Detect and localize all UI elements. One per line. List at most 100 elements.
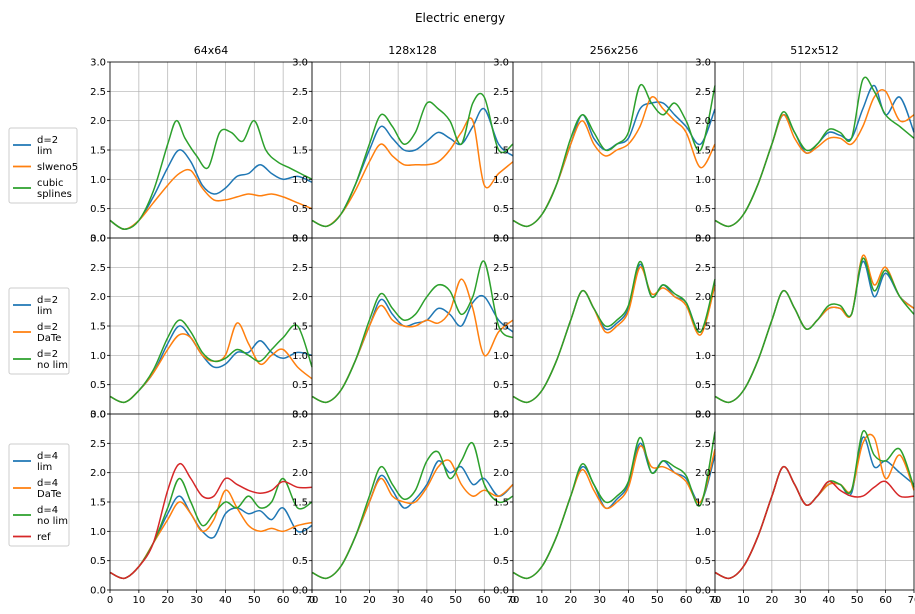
y-tick-label: 1.5: [493, 146, 509, 157]
x-tick-label: 20: [161, 595, 174, 606]
x-tick-label: 40: [420, 595, 433, 606]
y-tick-label: 0.5: [493, 204, 509, 215]
y-tick-label: 2.5: [695, 87, 711, 98]
series-line: [311, 441, 514, 580]
subplot-r2-c1: 0.0 0.5 1.0 1.5 2.0 2.5 3.0: [90, 234, 313, 421]
x-tick-label: 60: [277, 595, 290, 606]
series-line: [714, 84, 915, 228]
y-tick-label: 1.0: [292, 351, 308, 362]
y-tick-label: 3.0: [90, 234, 106, 245]
y-tick-label: 3.0: [695, 58, 711, 69]
series-line: [714, 76, 915, 228]
y-tick-label: 0.0: [695, 586, 711, 597]
y-tick-label: 0.5: [695, 380, 711, 391]
column-title: 512x512: [790, 44, 839, 57]
y-tick-label: 2.0: [90, 292, 106, 303]
y-tick-label: 1.0: [493, 175, 509, 186]
y-tick-label: 3.0: [493, 410, 509, 421]
legend-row-3: d=4 lim d=4 DaTe d=4 no lim ref: [8, 443, 70, 547]
series-line: [512, 260, 716, 404]
x-tick-label: 40: [219, 595, 232, 606]
y-tick-label: 0.5: [292, 556, 308, 567]
series-line: [311, 92, 514, 228]
series-line: [311, 278, 514, 404]
series-line: [311, 260, 514, 404]
y-tick-label: 0.5: [493, 556, 509, 567]
subplot-r1-c2: 0.0 0.5 1.0 1.5 2.0 2.5 3.0: [292, 58, 514, 245]
x-tick-label: 30: [794, 595, 807, 606]
x-tick-label: 40: [622, 595, 635, 606]
x-tick-label: 0: [107, 595, 113, 606]
y-tick-label: 2.0: [493, 116, 509, 127]
subplot-r3-c2: 0.0 0.5 1.0 1.5 2.0 2.5 3.0 0 10 20 30 40 50 60 70: [292, 410, 519, 607]
subplot-r3-c3: 0.0 0.5 1.0 1.5 2.0 2.5 3.0 0 10 20 30 40 50 60 70: [493, 410, 721, 607]
x-tick-label: 70: [306, 595, 319, 606]
series-line: [714, 260, 915, 404]
x-tick-label: 0: [712, 595, 718, 606]
y-tick-label: 3.0: [493, 58, 509, 69]
y-tick-label: 3.0: [493, 234, 509, 245]
legend-label: d=4 lim: [37, 451, 58, 473]
y-tick-label: 0.0: [292, 410, 308, 421]
y-tick-label: 2.0: [695, 468, 711, 479]
y-tick-label: 1.5: [695, 146, 711, 157]
series-line: [714, 436, 915, 580]
series-line: [714, 433, 915, 580]
series-line: [311, 294, 514, 404]
y-tick-label: 2.0: [90, 468, 106, 479]
y-tick-label: 3.0: [90, 410, 106, 421]
x-tick-label: 70: [908, 595, 915, 606]
series-line: [512, 266, 716, 404]
y-tick-label: 2.0: [493, 468, 509, 479]
legend-row-1: d=2 lim slweno5 cubic splines: [8, 127, 78, 204]
y-tick-label: 2.5: [493, 263, 509, 274]
y-tick-label: 2.5: [90, 87, 106, 98]
series-line: [109, 322, 313, 404]
legend-label: d=2 DaTe: [37, 322, 61, 344]
legend-label: d=4 no lim: [37, 505, 68, 527]
x-tick-label: 10: [737, 595, 750, 606]
y-tick-label: 1.5: [292, 498, 308, 509]
column-title: 64x64: [194, 44, 229, 57]
series-line: [714, 89, 915, 228]
legend-label: d=2 lim: [37, 295, 58, 317]
y-tick-label: 0.5: [292, 204, 308, 215]
y-tick-label: 0.0: [493, 586, 509, 597]
y-tick-label: 2.0: [90, 116, 106, 127]
y-tick-label: 3.0: [292, 234, 308, 245]
y-tick-label: 2.5: [292, 87, 308, 98]
legend-label: d=2 no lim: [37, 349, 68, 371]
x-tick-label: 60: [478, 595, 491, 606]
series-line: [109, 325, 313, 404]
y-tick-label: 1.0: [493, 351, 509, 362]
series-line: [714, 254, 915, 404]
subplot-r1-c3: 0.0 0.5 1.0 1.5 2.0 2.5 3.0: [493, 58, 716, 245]
x-tick-label: 30: [190, 595, 203, 606]
y-tick-label: 0.0: [90, 234, 106, 245]
x-tick-label: 30: [392, 595, 405, 606]
subplot-r3-c4: 0.0 0.5 1.0 1.5 2.0 2.5 3.0 0 10 20 30 40 50 60 70: [695, 410, 915, 607]
plot-grid: 64x64 128x128 256x256 512x512 0.0 0.5 1.0 1.5 2.…: [8, 44, 915, 607]
legend-row-2: d=2 lim d=2 DaTe d=2 no lim: [8, 287, 70, 375]
x-tick-label: 70: [507, 595, 520, 606]
x-tick-label: 10: [535, 595, 548, 606]
series-line: [512, 445, 716, 580]
subplot-r1-c4: 0.0 0.5 1.0 1.5 2.0 2.5 3.0: [695, 58, 915, 245]
series-line: [109, 462, 313, 580]
y-tick-label: 2.0: [695, 116, 711, 127]
y-tick-label: 0.0: [695, 410, 711, 421]
y-tick-label: 1.0: [695, 527, 711, 538]
y-tick-label: 1.5: [493, 498, 509, 509]
x-tick-label: 20: [564, 595, 577, 606]
y-tick-label: 2.5: [90, 263, 106, 274]
x-tick-label: 0: [309, 595, 315, 606]
subplot-r2-c3: 0.0 0.5 1.0 1.5 2.0 2.5 3.0: [493, 234, 716, 421]
y-tick-label: 2.0: [292, 468, 308, 479]
y-tick-label: 2.5: [90, 439, 106, 450]
series-line: [109, 119, 313, 230]
legend-label: cubic splines: [37, 178, 72, 200]
y-tick-label: 0.5: [695, 204, 711, 215]
legend-box: [8, 443, 70, 547]
x-tick-label: 0: [510, 595, 516, 606]
series-line: [714, 257, 915, 404]
